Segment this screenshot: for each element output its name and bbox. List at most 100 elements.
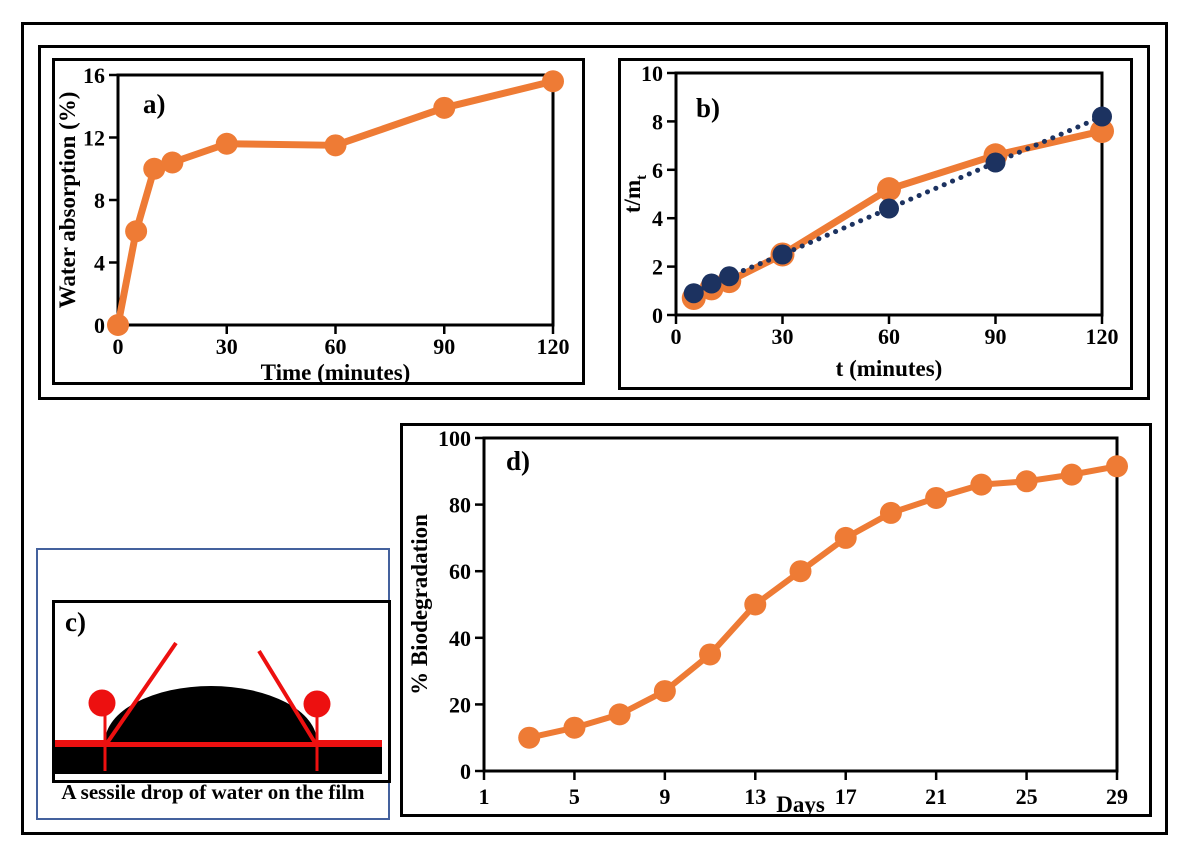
water-absorption-line [114,77,557,329]
y-tick-label: 0 [652,303,663,328]
biodegradation-marker [744,593,767,616]
panel-c-contact-angle: c) A sessile drop of water on the film [36,548,391,820]
panel-a-water-absorption: 0 30 60 90 120 0 4 8 12 16 Time (minutes) Water abs… [52,58,585,385]
x-tick-label: 17 [835,784,857,809]
pseudo-second-order-fit-marker [772,244,793,265]
baseline-line [55,740,382,747]
water-drop [105,686,317,742]
pseudo-second-order-fit-marker [985,152,1006,173]
film-surface [55,746,382,774]
panel-b-kinetics: 0 30 60 90 120 0 2 4 6 8 10 t (minutes) t/mt b) [618,58,1133,390]
plot-frame [482,436,1119,773]
biodegradation-marker [699,643,722,666]
biodegradation-marker [518,726,541,749]
biodegradation-marker [1060,463,1083,486]
y-tick-label: 12 [83,126,105,151]
biodegradation-marker [608,703,631,726]
y-tick-label: 8 [94,188,105,213]
y-tick-label: 8 [652,109,663,134]
y-tick-label: 16 [83,63,105,88]
right-tangent-line [257,649,319,748]
x-tick-label: 21 [925,784,947,809]
pseudo-second-order-fit-marker [1092,106,1112,127]
biodegradation-marker [925,486,948,509]
water-absorption-marker [161,151,184,174]
x-axis-title: t (minutes) [836,356,943,381]
y-axis-title: % Biodegradation [407,514,432,695]
contact-angle-schematic: c) [52,600,391,783]
panel-letter: d) [506,446,530,476]
x-tick-label: 5 [569,784,580,809]
pseudo-second-order-fit-marker [683,283,704,304]
panel-c-caption: A sessile drop of water on the film [61,780,365,804]
panel-d-biodegradation: 1 5 9 13 17 21 25 29 0 20 40 60 80 100 Days % Biodegrad… [400,423,1152,817]
x-tick-label: 60 [325,334,347,359]
y-tick-label: 4 [94,251,105,276]
water-absorption-marker [542,70,564,93]
panel-letter: b) [696,93,720,123]
biodegradation-line [526,463,1120,741]
panel-letter: a) [143,89,166,119]
biodegradation-marker [970,473,993,496]
biodegradation-marker [834,526,857,549]
right-pin-marker [303,690,331,718]
x-tick-label: 0 [113,334,124,359]
water-absorption-marker [433,96,456,119]
x-tick-label: 0 [671,324,682,349]
x-axis-title: Time (minutes) [261,360,411,385]
x-tick-label: 25 [1016,784,1038,809]
y-tick-label: 40 [449,626,471,651]
sessile-drop-drawing [55,641,382,774]
y-tick-label: 2 [652,255,663,280]
y-tick-label: 100 [438,426,471,451]
biodegradation-marker [653,680,676,703]
biodegradation-marker [879,501,902,524]
y-tick-label: 80 [449,493,471,518]
pseudo-second-order-fit-marker [719,266,740,287]
biodegradation-marker [1106,455,1128,478]
y-tick-label: 20 [449,692,471,717]
x-tick-label: 90 [433,334,455,359]
y-tick-label: 6 [652,158,663,183]
left-pin-marker [88,689,116,717]
x-tick-label: 60 [878,324,900,349]
biodegradation-chart: 1 5 9 13 17 21 25 29 0 20 40 60 80 100 Days % Biodegrad… [407,426,1128,817]
water-absorption-marker [143,157,166,180]
left-pin-stem [103,703,107,771]
biodegradation-marker [563,716,586,739]
x-tick-label: 29 [1106,784,1128,809]
sorption-kinetics-chart: 0 30 60 90 120 0 2 4 6 8 10 t (minutes) t/mt b) [620,61,1119,381]
x-tick-label: 120 [1086,324,1119,349]
water-absorption-marker [324,134,347,157]
x-tick-label: 13 [744,784,766,809]
left-tangent-line [103,641,178,748]
water-absorption-chart: 0 30 60 90 120 0 4 8 12 16 Time (minutes) Water abs… [55,63,570,385]
water-absorption-marker [107,314,129,336]
x-tick-label: 120 [537,334,570,359]
pseudo-second-order-fit-marker [879,198,899,219]
biodegradation-marker [1015,470,1038,493]
y-tick-label: 0 [94,313,105,338]
water-absorption-marker [125,220,148,243]
y-axis-title: Water absorption (%) [55,92,80,309]
y-tick-label: 60 [449,559,471,584]
pseudo-second-order-fit-marker [701,273,722,294]
x-tick-label: 1 [479,784,490,809]
biodegradation-marker [789,560,812,583]
panel-c-label: c) [65,607,86,637]
plot-frame [116,73,555,327]
experimental-marker [1090,119,1114,144]
right-pin-stem [315,704,319,771]
water-absorption-marker [215,132,238,155]
x-tick-label: 90 [985,324,1007,349]
x-tick-label: 30 [772,324,794,349]
x-tick-label: 9 [659,784,670,809]
y-tick-label: 4 [652,206,663,231]
x-axis-title: Days [776,792,825,817]
experimental-line [690,127,1106,302]
y-tick-label: 10 [641,61,663,86]
y-axis-title: t/mt [620,175,650,213]
experimental-marker [877,177,901,202]
x-tick-label: 30 [216,334,238,359]
y-tick-label: 0 [460,759,471,784]
